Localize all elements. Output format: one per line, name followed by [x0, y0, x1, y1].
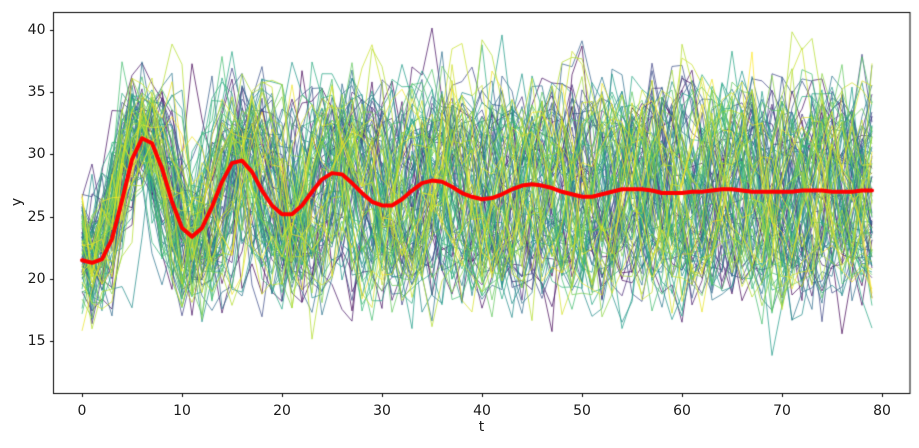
x-tick-label: 20 — [273, 402, 291, 419]
x-tick-label: 0 — [77, 402, 87, 419]
y-axis-label: y — [9, 197, 25, 207]
y-tick-label: 15 — [27, 333, 46, 350]
x-tick-label: 70 — [773, 402, 791, 419]
x-tick-label: 40 — [473, 402, 491, 419]
y-tick-label: 20 — [27, 270, 46, 287]
x-tick-label: 60 — [673, 402, 691, 419]
x-tick-label: 30 — [373, 402, 391, 419]
x-tick-label: 10 — [173, 402, 191, 419]
y-tick-label: 40 — [27, 21, 46, 38]
y-tick-label: 35 — [27, 84, 46, 101]
y-tick-label: 30 — [27, 146, 46, 163]
x-tick-label: 50 — [573, 402, 591, 419]
y-tick-label: 25 — [27, 208, 46, 225]
x-tick-label: 80 — [873, 402, 891, 419]
x-axis-label: t — [478, 419, 485, 435]
